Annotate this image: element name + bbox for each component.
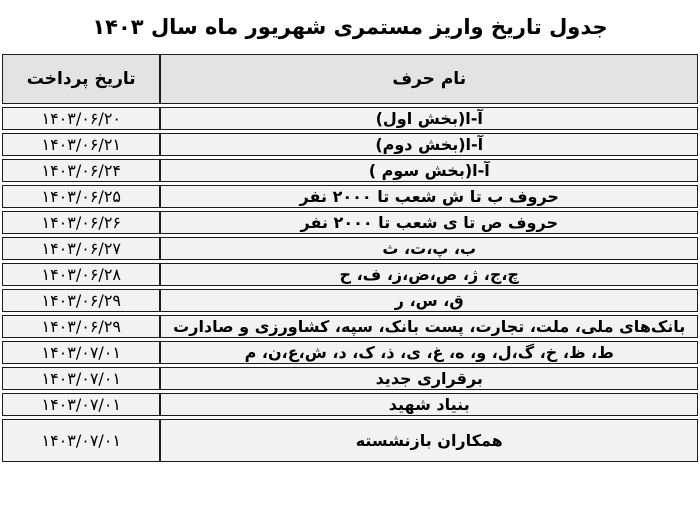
payment-date-cell: ۱۴۰۳/۰۶/۲۱ [2, 133, 161, 157]
payment-date-cell: ۱۴۰۳/۰۶/۲۹ [2, 315, 161, 339]
table-row: ط، ظ، خ، گ،ل، و، ه، غ، ی، ذ، ک، د، ش،ع،ن… [2, 341, 698, 365]
letter-group-cell: حروف ص تا ی شعب تا ۲۰۰۰ نفر [160, 211, 698, 235]
letter-group-cell: ط، ظ، خ، گ،ل، و، ه، غ، ی، ذ، ک، د، ش،ع،ن… [160, 341, 698, 365]
table-body: آ-ا(بخش اول) ۱۴۰۳/۰۶/۲۰ آ-ا(بخش دوم) ۱۴۰۳/۰… [2, 107, 698, 463]
payment-date-cell: ۱۴۰۳/۰۶/۲۰ [2, 107, 161, 131]
table-row: ب، پ،ت، ث ۱۴۰۳/۰۶/۲۷ [2, 237, 698, 261]
date-column-header: تاریخ پرداخت [2, 54, 161, 105]
letter-group-cell: همکاران بازنشسته [160, 419, 698, 463]
payment-date-cell: ۱۴۰۳/۰۶/۲۸ [2, 263, 161, 287]
letter-group-cell: بانک‌های ملی، ملت، تجارت، پست بانک، سپه،… [160, 315, 698, 339]
letter-group-cell: برقراری جدید [160, 367, 698, 391]
payment-date-cell: ۱۴۰۳/۰۷/۰۱ [2, 367, 161, 391]
letter-group-cell: ب، پ،ت، ث [160, 237, 698, 261]
letter-group-cell: آ-ا(بخش سوم ) [160, 159, 698, 183]
payment-date-cell: ۱۴۰۳/۰۷/۰۱ [2, 419, 161, 463]
letter-group-cell: چ،ج، ژ، ص،ض،ز، ف، ح [160, 263, 698, 287]
payment-date-cell: ۱۴۰۳/۰۶/۲۶ [2, 211, 161, 235]
table-row: حروف ب تا ش شعب تا ۲۰۰۰ نفر ۱۴۰۳/۰۶/۲۵ [2, 185, 698, 209]
payment-date-cell: ۱۴۰۳/۰۶/۲۷ [2, 237, 161, 261]
table-row: آ-ا(بخش اول) ۱۴۰۳/۰۶/۲۰ [2, 107, 698, 131]
letter-group-cell: حروف ب تا ش شعب تا ۲۰۰۰ نفر [160, 185, 698, 209]
table-row: حروف ص تا ی شعب تا ۲۰۰۰ نفر ۱۴۰۳/۰۶/۲۶ [2, 211, 698, 235]
table-row: ق، س، ر ۱۴۰۳/۰۶/۲۹ [2, 289, 698, 313]
letter-group-cell: آ-ا(بخش دوم) [160, 133, 698, 157]
table-row: بنیاد شهید ۱۴۰۳/۰۷/۰۱ [2, 393, 698, 417]
payment-date-cell: ۱۴۰۳/۰۶/۲۹ [2, 289, 161, 313]
table-row: بانک‌های ملی، ملت، تجارت، پست بانک، سپه،… [2, 315, 698, 339]
letter-group-cell: بنیاد شهید [160, 393, 698, 417]
table-row: همکاران بازنشسته ۱۴۰۳/۰۷/۰۱ [2, 419, 698, 463]
table-row: آ-ا(بخش سوم ) ۱۴۰۳/۰۶/۲۴ [2, 159, 698, 183]
payment-date-cell: ۱۴۰۳/۰۶/۲۴ [2, 159, 161, 183]
name-column-header: نام حرف [160, 54, 698, 105]
letter-group-cell: ق، س، ر [160, 289, 698, 313]
payment-date-cell: ۱۴۰۳/۰۷/۰۱ [2, 393, 161, 417]
payment-date-cell: ۱۴۰۳/۰۷/۰۱ [2, 341, 161, 365]
payment-date-cell: ۱۴۰۳/۰۶/۲۵ [2, 185, 161, 209]
payment-schedule-table: نام حرف تاریخ پرداخت آ-ا(بخش اول) ۱۴۰۳/۰۶… [2, 51, 698, 465]
letter-group-cell: آ-ا(بخش اول) [160, 107, 698, 131]
page-title: جدول تاریخ واریز مستمری شهریور ماه سال ۱… [92, 15, 608, 39]
table-row: چ،ج، ژ، ص،ض،ز، ف، ح ۱۴۰۳/۰۶/۲۸ [2, 263, 698, 287]
header-row: نام حرف تاریخ پرداخت [2, 54, 698, 105]
table-row: آ-ا(بخش دوم) ۱۴۰۳/۰۶/۲۱ [2, 133, 698, 157]
table-row: برقراری جدید ۱۴۰۳/۰۷/۰۱ [2, 367, 698, 391]
